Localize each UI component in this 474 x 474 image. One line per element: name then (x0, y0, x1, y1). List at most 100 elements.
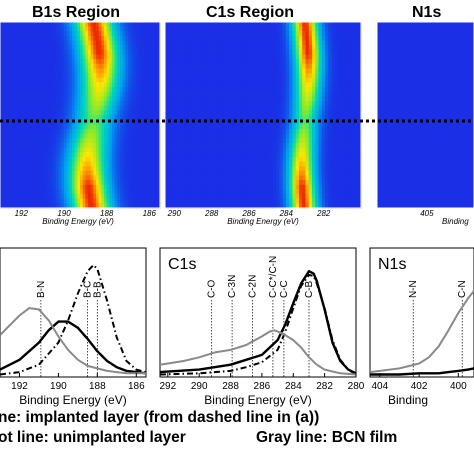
heat-cell (50, 101, 54, 107)
heat-cell (174, 203, 179, 209)
heat-cell (61, 68, 65, 74)
heat-cell (249, 22, 254, 28)
heat-cell (253, 26, 258, 32)
heat-cell (285, 128, 290, 135)
heat-cell (272, 77, 277, 84)
heat-cell (45, 184, 49, 190)
heat-cell (69, 115, 73, 121)
heat-cell (154, 45, 158, 51)
heat-cell (21, 40, 25, 46)
heat-cell (69, 31, 73, 37)
heat-cell (133, 73, 137, 79)
heat-cell (295, 124, 300, 130)
heat-cell (325, 152, 329, 158)
heat-cell (26, 119, 30, 125)
heat-cell (146, 45, 150, 51)
heat-cell (321, 156, 326, 163)
heat-cell (50, 96, 54, 102)
heat-cell (42, 175, 46, 181)
heat-cell (104, 147, 108, 153)
heat-cell (357, 161, 362, 167)
heat-cell (85, 68, 89, 74)
heat-cell (5, 96, 9, 102)
heat-cell (138, 133, 142, 139)
heat-cell (45, 49, 49, 56)
heat-cell (0, 26, 4, 32)
heat-cell (321, 82, 326, 88)
heat-cell (34, 91, 38, 97)
heat-cell (325, 63, 329, 70)
heat-cell (214, 133, 218, 139)
heat-cell (351, 101, 356, 107)
heat-cell (2, 96, 6, 102)
heat-cell (109, 82, 113, 88)
heat-cell (69, 22, 73, 28)
heat-cell (104, 194, 108, 200)
heat-cell (236, 96, 241, 102)
heat-cell (40, 128, 44, 135)
heat-cell (40, 91, 44, 97)
heat-cell (64, 147, 68, 153)
heat-cell (298, 175, 303, 181)
heat-cell (321, 115, 326, 121)
heat-cell (240, 73, 244, 79)
heat-cell (191, 184, 195, 190)
heat-cell (93, 156, 97, 163)
heat-cell (106, 82, 110, 88)
heat-cell (194, 142, 199, 149)
heat-cell (114, 128, 118, 135)
heat-cell (207, 77, 212, 84)
heat-cell (223, 133, 228, 139)
heat-cell (187, 82, 192, 88)
heat-cell (217, 170, 222, 177)
heat-cell (246, 138, 251, 144)
heat-cell (282, 105, 287, 111)
heat-cell (187, 175, 192, 181)
heat-cell (253, 96, 258, 102)
heat-cell (308, 87, 313, 93)
heat-cell (178, 124, 182, 130)
heat-cell (133, 45, 137, 51)
heat-cell (138, 124, 142, 130)
heat-cell (351, 49, 356, 56)
heat-cell (45, 138, 49, 144)
heat-cell (171, 152, 176, 158)
heat-cell (230, 91, 235, 97)
heat-cell (40, 194, 44, 200)
heat-cell (114, 138, 118, 144)
heat-cell (56, 105, 60, 111)
heat-cell (149, 63, 153, 70)
heat-cell (249, 82, 254, 88)
heat-cell (53, 49, 57, 56)
heat-cell (194, 96, 199, 102)
heat-cell (82, 194, 86, 200)
heat-cell (48, 54, 52, 60)
heat-cell (8, 73, 12, 79)
heat-cell (152, 82, 156, 88)
heat-cell (138, 77, 142, 84)
heat-cell (187, 59, 192, 65)
heat-cell (295, 26, 300, 32)
heat-cell (197, 147, 202, 153)
heat-cell (18, 26, 22, 32)
heat-cell (263, 128, 267, 135)
heat-cell (178, 63, 182, 70)
heat-cell (90, 115, 94, 121)
heat-cell (165, 110, 169, 116)
heat-cell (136, 161, 140, 167)
heat-cell (204, 184, 209, 190)
heat-cell (37, 49, 41, 56)
map-n1s: N1s 405 Binding (376, 4, 474, 226)
heat-cell (194, 128, 199, 135)
heat-cell (24, 73, 28, 79)
heat-cell (305, 59, 310, 65)
heat-cell (357, 45, 362, 51)
heat-cell (223, 105, 228, 111)
heat-cell (292, 45, 297, 51)
heat-cell (357, 198, 362, 204)
heat-cell (276, 54, 280, 60)
heat-cell (128, 22, 132, 28)
heat-cell (50, 115, 54, 121)
heat-cell (88, 77, 92, 84)
heat-cell (282, 198, 287, 204)
